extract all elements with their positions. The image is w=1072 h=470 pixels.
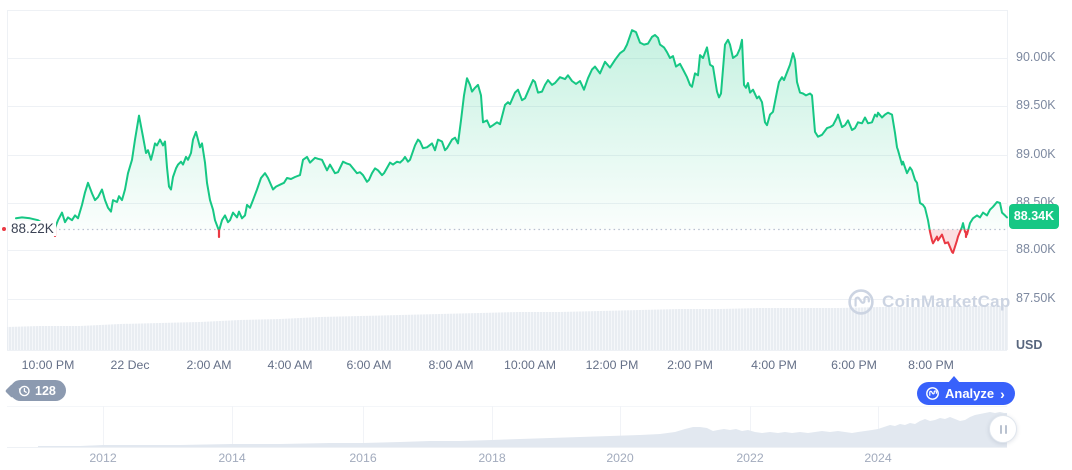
nav-year-label: 2020 <box>606 451 634 465</box>
history-clock-icon <box>18 385 30 396</box>
history-count-badge[interactable]: 128 <box>10 380 66 401</box>
navigator-area[interactable] <box>38 412 1007 447</box>
x-axis-tick-label: 4:00 PM <box>751 358 797 372</box>
y-axis-tick-label: 89.50K <box>1016 98 1056 112</box>
nav-year-label: 2024 <box>864 451 892 465</box>
x-axis-tick-label: 22 Dec <box>110 358 150 372</box>
coinmarketcap-logo-icon <box>848 289 874 315</box>
nav-year-label: 2012 <box>89 451 117 465</box>
x-axis-tick-label: 6:00 AM <box>346 358 392 372</box>
watermark: CoinMarketCap <box>846 287 1011 317</box>
coinmarketcap-logo-icon <box>926 387 939 400</box>
open-price-label: 88.22K <box>2 221 56 236</box>
nav-year-label: 2016 <box>349 451 377 465</box>
x-axis-tick-label: 12:00 PM <box>585 358 639 372</box>
x-axis-tick-label: 4:00 AM <box>267 358 313 372</box>
nav-year-label: 2022 <box>736 451 764 465</box>
price-line <box>15 29 1008 230</box>
grip-bar-icon <box>999 424 1002 434</box>
nav-year-label: 2014 <box>218 451 246 465</box>
y-axis-tick-label: 88.00K <box>1016 242 1056 256</box>
volume-area <box>7 306 1007 350</box>
low-marker-icon <box>217 230 221 238</box>
analyze-button[interactable]: Analyze › <box>917 376 1015 405</box>
x-axis-tick-label: 2:00 PM <box>667 358 713 372</box>
y-axis-tick-label: 90.00K <box>1016 50 1056 64</box>
range-slider-handle[interactable] <box>989 415 1017 443</box>
watermark-text: CoinMarketCap <box>882 292 1011 311</box>
analyze-label: Analyze <box>945 386 995 401</box>
last-price-badge: 88.34K <box>1009 204 1059 229</box>
grip-bar-icon <box>1004 424 1007 434</box>
history-count: 128 <box>35 383 56 398</box>
x-axis-tick-label: 8:00 PM <box>908 358 954 372</box>
y-axis-tick-label: 89.00K <box>1016 147 1056 161</box>
currency-label: USD <box>1016 338 1043 352</box>
open-price-dot-icon <box>2 226 6 231</box>
chevron-right-icon: › <box>1000 385 1005 402</box>
y-axis-tick-label: 87.50K <box>1016 291 1056 305</box>
x-axis-tick-label: 2:00 AM <box>186 358 232 372</box>
low-marker-icon <box>964 231 968 238</box>
x-axis-tick-label: 8:00 AM <box>428 358 474 372</box>
x-axis-tick-label: 10:00 AM <box>504 358 556 372</box>
nav-year-label: 2018 <box>478 451 506 465</box>
x-axis-tick-label: 6:00 PM <box>831 358 877 372</box>
x-axis-tick-label: 10:00 PM <box>21 358 75 372</box>
open-price-value: 88.22K <box>9 221 56 236</box>
price-area-above <box>16 30 1007 230</box>
